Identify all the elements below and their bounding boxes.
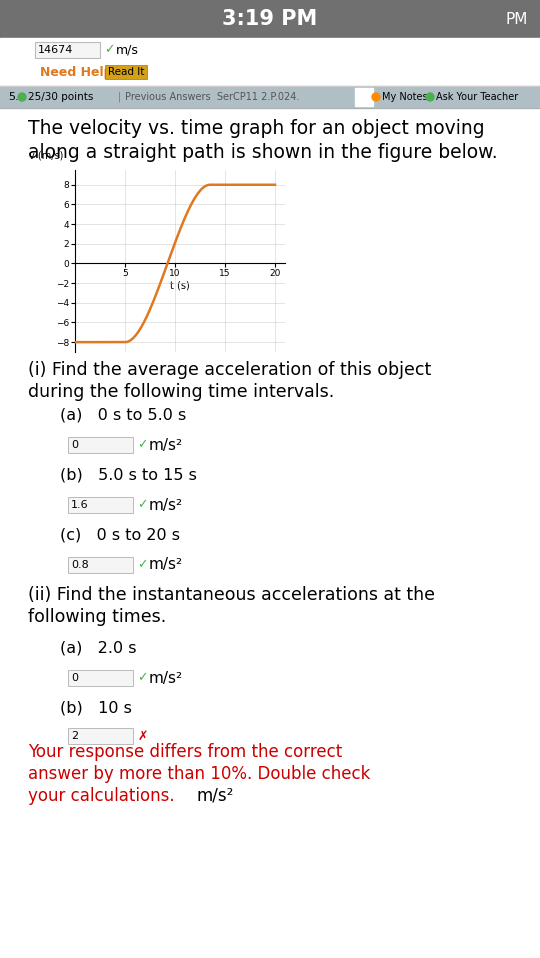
Bar: [0, 60, 540, 85]
Text: ✓: ✓: [137, 672, 147, 685]
Text: along a straight path is shown in the figure below.: along a straight path is shown in the fi…: [28, 143, 498, 162]
Text: m/s²: m/s²: [149, 671, 183, 686]
FancyBboxPatch shape: [105, 65, 147, 79]
Text: answer by more than 10%. Double check: answer by more than 10%. Double check: [28, 765, 370, 783]
Text: 0: 0: [71, 673, 78, 683]
Bar: [0, 0, 540, 38]
Text: |: |: [118, 92, 122, 103]
Text: (b)   5.0 s to 15 s: (b) 5.0 s to 15 s: [60, 468, 197, 483]
Text: 14674: 14674: [38, 45, 73, 55]
Circle shape: [426, 93, 434, 101]
Text: ✓: ✓: [104, 43, 114, 57]
FancyBboxPatch shape: [68, 557, 133, 573]
Text: Ask Your Teacher: Ask Your Teacher: [436, 92, 518, 102]
Text: (ii) Find the instantaneous accelerations at the: (ii) Find the instantaneous acceleration…: [28, 586, 435, 604]
Text: ✓: ✓: [137, 498, 147, 512]
FancyBboxPatch shape: [68, 728, 133, 744]
Text: ✓: ✓: [137, 559, 147, 572]
Circle shape: [372, 93, 380, 101]
Text: (i) Find the average acceleration of this object: (i) Find the average acceleration of thi…: [28, 361, 431, 379]
FancyBboxPatch shape: [68, 670, 133, 686]
Text: m/s²: m/s²: [149, 497, 183, 513]
Text: Your response differs from the correct: Your response differs from the correct: [28, 743, 342, 761]
Text: v (m/s): v (m/s): [29, 151, 63, 161]
Text: 1.6: 1.6: [71, 500, 89, 510]
Text: ✗: ✗: [138, 729, 149, 742]
Bar: [355, 88, 373, 106]
Text: 25/30 points: 25/30 points: [28, 92, 93, 102]
Text: (a)   2.0 s: (a) 2.0 s: [60, 641, 137, 655]
Text: 0: 0: [71, 440, 78, 450]
Bar: [0, 38, 540, 60]
Text: m/s: m/s: [116, 43, 139, 57]
Text: PM: PM: [505, 11, 528, 27]
Text: (a)   0 s to 5.0 s: (a) 0 s to 5.0 s: [60, 407, 186, 422]
Text: Need Help?: Need Help?: [40, 66, 120, 79]
FancyBboxPatch shape: [68, 497, 133, 513]
Text: 5.: 5.: [8, 92, 18, 102]
Text: Read It: Read It: [108, 67, 144, 77]
Bar: [0, 86, 540, 108]
Text: 2: 2: [71, 731, 78, 741]
Text: m/s²: m/s²: [149, 438, 183, 452]
Text: 0.8: 0.8: [71, 560, 89, 570]
Text: your calculations.: your calculations.: [28, 787, 174, 805]
Text: 3:19 PM: 3:19 PM: [222, 9, 318, 29]
Text: following times.: following times.: [28, 608, 166, 626]
Text: m/s²: m/s²: [149, 558, 183, 573]
Text: ✓: ✓: [137, 439, 147, 451]
Text: My Notes: My Notes: [382, 92, 428, 102]
FancyBboxPatch shape: [68, 437, 133, 453]
Text: m/s²: m/s²: [196, 787, 233, 805]
Text: Previous Answers  SerCP11 2.P.024.: Previous Answers SerCP11 2.P.024.: [125, 92, 299, 102]
Text: (b)   10 s: (b) 10 s: [60, 700, 132, 716]
Text: (c)   0 s to 20 s: (c) 0 s to 20 s: [60, 528, 180, 542]
Text: during the following time intervals.: during the following time intervals.: [28, 383, 334, 401]
FancyBboxPatch shape: [35, 42, 100, 58]
X-axis label: t (s): t (s): [170, 281, 190, 291]
Circle shape: [18, 93, 26, 101]
Text: The velocity vs. time graph for an object moving: The velocity vs. time graph for an objec…: [28, 119, 484, 138]
